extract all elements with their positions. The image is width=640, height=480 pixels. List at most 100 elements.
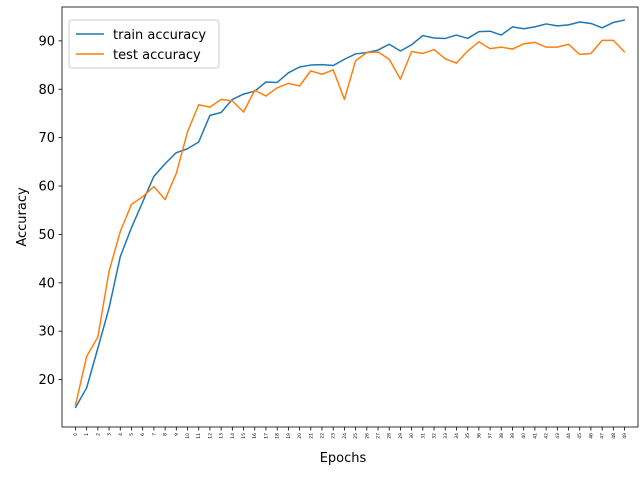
data-point-test-accuracy xyxy=(590,52,592,55)
data-point-train-accuracy xyxy=(276,81,278,84)
data-point-test-accuracy xyxy=(108,270,110,272)
data-point-test-accuracy xyxy=(422,52,424,55)
data-point-test-accuracy xyxy=(175,172,177,175)
data-point-test-accuracy xyxy=(74,404,77,406)
data-point-test-accuracy xyxy=(355,60,357,62)
data-point-train-accuracy xyxy=(422,34,424,37)
data-point-test-accuracy xyxy=(399,78,402,80)
x-tick-label: 12 xyxy=(207,433,213,439)
x-tick-label: 44 xyxy=(566,433,572,439)
x-tick-label: 31 xyxy=(420,433,426,439)
data-point-test-accuracy xyxy=(142,196,144,198)
x-tick-label: 0 xyxy=(73,433,79,436)
y-tick-label: 80 xyxy=(38,83,55,98)
data-point-train-accuracy xyxy=(455,34,458,36)
data-point-test-accuracy xyxy=(556,46,558,48)
data-point-train-accuracy xyxy=(567,24,570,26)
data-point-test-accuracy xyxy=(467,50,469,52)
data-point-train-accuracy xyxy=(590,22,592,25)
data-point-test-accuracy xyxy=(130,203,133,206)
legend-box xyxy=(68,19,220,69)
data-point-train-accuracy xyxy=(511,26,514,28)
data-point-train-accuracy xyxy=(198,141,200,143)
data-point-train-accuracy xyxy=(500,34,502,36)
data-point-test-accuracy xyxy=(209,106,211,108)
x-tick-label: 27 xyxy=(376,433,382,439)
y-tick-label: 70 xyxy=(38,131,55,146)
data-point-test-accuracy xyxy=(186,131,189,133)
data-point-train-accuracy xyxy=(612,21,614,24)
x-tick-label: 4 xyxy=(118,433,124,436)
data-point-train-accuracy xyxy=(175,152,177,154)
data-point-test-accuracy xyxy=(444,58,446,60)
data-point-test-accuracy xyxy=(276,87,278,89)
data-point-test-accuracy xyxy=(534,41,536,43)
data-point-train-accuracy xyxy=(209,114,211,116)
data-point-test-accuracy xyxy=(511,48,514,50)
data-point-test-accuracy xyxy=(489,48,491,50)
y-tick-label: 30 xyxy=(38,325,55,340)
x-tick-label: 29 xyxy=(398,433,404,439)
data-point-train-accuracy xyxy=(119,256,121,258)
x-tick-label: 22 xyxy=(319,433,325,439)
data-point-train-accuracy xyxy=(478,31,480,33)
data-point-test-accuracy xyxy=(601,39,603,41)
data-point-train-accuracy xyxy=(108,307,110,309)
y-tick-label: 50 xyxy=(38,228,55,243)
data-point-train-accuracy xyxy=(310,64,312,66)
series-line-test-accuracy xyxy=(74,39,626,406)
data-point-test-accuracy xyxy=(97,336,99,338)
data-point-test-accuracy xyxy=(545,46,547,48)
y-axis-ticks: 20 30 40 50 60 70 80 90 xyxy=(38,34,62,388)
data-point-test-accuracy xyxy=(198,104,200,106)
data-point-test-accuracy xyxy=(86,355,88,357)
series-layer xyxy=(74,19,626,409)
x-tick-label: 15 xyxy=(241,433,247,439)
data-point-test-accuracy xyxy=(500,46,502,48)
data-point-test-accuracy xyxy=(567,43,570,45)
x-tick-label: 33 xyxy=(443,433,449,439)
data-point-test-accuracy xyxy=(332,69,334,71)
data-point-test-accuracy xyxy=(388,58,390,60)
x-tick-label: 19 xyxy=(286,433,292,439)
data-point-train-accuracy xyxy=(523,28,525,30)
data-point-train-accuracy xyxy=(343,58,345,60)
data-point-test-accuracy xyxy=(579,53,581,56)
x-tick-label: 46 xyxy=(588,433,594,439)
x-tick-label: 7 xyxy=(151,433,157,436)
x-tick-label: 13 xyxy=(219,433,225,439)
x-tick-label: 6 xyxy=(140,433,146,436)
x-tick-label: 8 xyxy=(163,433,169,436)
x-tick-label: 1 xyxy=(84,433,90,436)
data-point-test-accuracy xyxy=(455,62,458,64)
data-point-train-accuracy xyxy=(388,43,390,45)
x-tick-label: 43 xyxy=(555,433,561,439)
data-point-train-accuracy xyxy=(534,26,536,28)
legend: train accuracy test accuracy xyxy=(68,19,220,69)
legend-label-test-accuracy: test accuracy xyxy=(113,48,201,63)
x-tick-label: 47 xyxy=(600,433,606,439)
x-tick-label: 11 xyxy=(196,433,202,439)
data-point-train-accuracy xyxy=(242,93,245,95)
x-tick-label: 25 xyxy=(353,433,359,439)
data-point-test-accuracy xyxy=(254,89,256,91)
y-tick-label: 20 xyxy=(38,373,55,388)
axes-frame xyxy=(61,6,639,428)
x-tick-label: 28 xyxy=(387,433,393,439)
x-tick-label: 49 xyxy=(622,433,628,439)
data-point-train-accuracy xyxy=(153,175,155,177)
x-axis-label: Epochs xyxy=(320,451,367,466)
data-point-test-accuracy xyxy=(231,100,233,102)
x-tick-label: 39 xyxy=(510,433,516,439)
data-point-train-accuracy xyxy=(601,27,603,29)
x-tick-label: 38 xyxy=(499,433,505,439)
y-axis-label: Accuracy xyxy=(15,187,30,247)
y-tick-label: 90 xyxy=(38,34,55,49)
data-point-test-accuracy xyxy=(242,111,245,113)
data-point-test-accuracy xyxy=(310,70,312,72)
data-point-test-accuracy xyxy=(411,50,413,53)
x-tick-label: 34 xyxy=(454,433,460,439)
data-point-train-accuracy xyxy=(298,66,301,68)
data-point-train-accuracy xyxy=(332,64,334,67)
data-point-train-accuracy xyxy=(142,201,144,203)
